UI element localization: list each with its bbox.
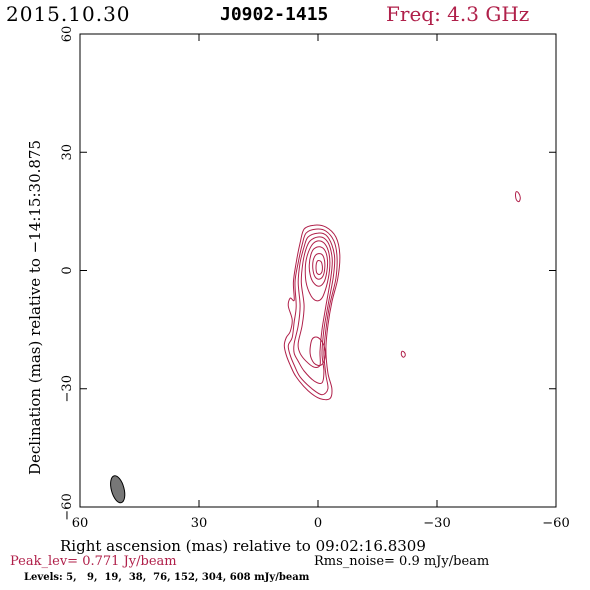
rms-value: 0.9 mJy/beam xyxy=(399,554,490,569)
core-contour-9 xyxy=(287,228,338,396)
core-contour-608 xyxy=(315,260,323,275)
plot-frame xyxy=(79,33,557,508)
isolated-contour-ne xyxy=(514,191,521,203)
y-tick-label: 0 xyxy=(60,266,75,274)
levels-values: 5, 9, 19, 38, 76, 152, 304, 608 mJy/beam xyxy=(66,572,310,583)
x-tick-label: 0 xyxy=(314,516,322,531)
x-tick-label: 30 xyxy=(191,516,208,531)
header-frequency: Freq: 4.3 GHz xyxy=(386,2,530,26)
header-date: 2015.10.30 xyxy=(6,2,131,26)
x-tick-label: −30 xyxy=(423,516,450,531)
rms-label: Rms_noise= xyxy=(314,554,395,569)
x-tick-label: 60 xyxy=(72,516,89,531)
core-contour-5 xyxy=(283,224,341,401)
y-tick-label: −60 xyxy=(60,493,75,520)
peak-label: Peak_lev= xyxy=(10,554,79,569)
peak-value: 0.771 Jy/beam xyxy=(82,554,177,569)
peak-level: Peak_lev= 0.771 Jy/beam xyxy=(10,554,177,569)
y-axis-title: Declination (mas) relative to −14:15:30.… xyxy=(26,140,44,475)
y-tick-label: 60 xyxy=(60,26,75,43)
core-contour-304 xyxy=(312,253,326,280)
beam-ellipse xyxy=(110,475,126,504)
core-contour-76 xyxy=(304,240,331,302)
x-tick-label: −60 xyxy=(542,516,569,531)
core-contour-19 xyxy=(293,232,336,384)
rms-noise: Rms_noise= 0.9 mJy/beam xyxy=(314,554,489,569)
y-tick-label: 30 xyxy=(60,144,75,161)
levels-label: Levels: xyxy=(24,572,63,583)
y-tick-label: −30 xyxy=(60,375,75,402)
isolated-contour-sw xyxy=(400,350,406,358)
core-contour-38 xyxy=(297,236,333,368)
contour-levels: Levels: 5, 9, 19, 38, 76, 152, 304, 608 … xyxy=(24,572,309,583)
header-source: J0902-1415 xyxy=(220,4,329,25)
jet-contour-inner xyxy=(309,336,326,366)
x-axis-title: Right ascension (mas) relative to 09:02:… xyxy=(60,537,426,555)
core-contour-152 xyxy=(308,246,329,287)
